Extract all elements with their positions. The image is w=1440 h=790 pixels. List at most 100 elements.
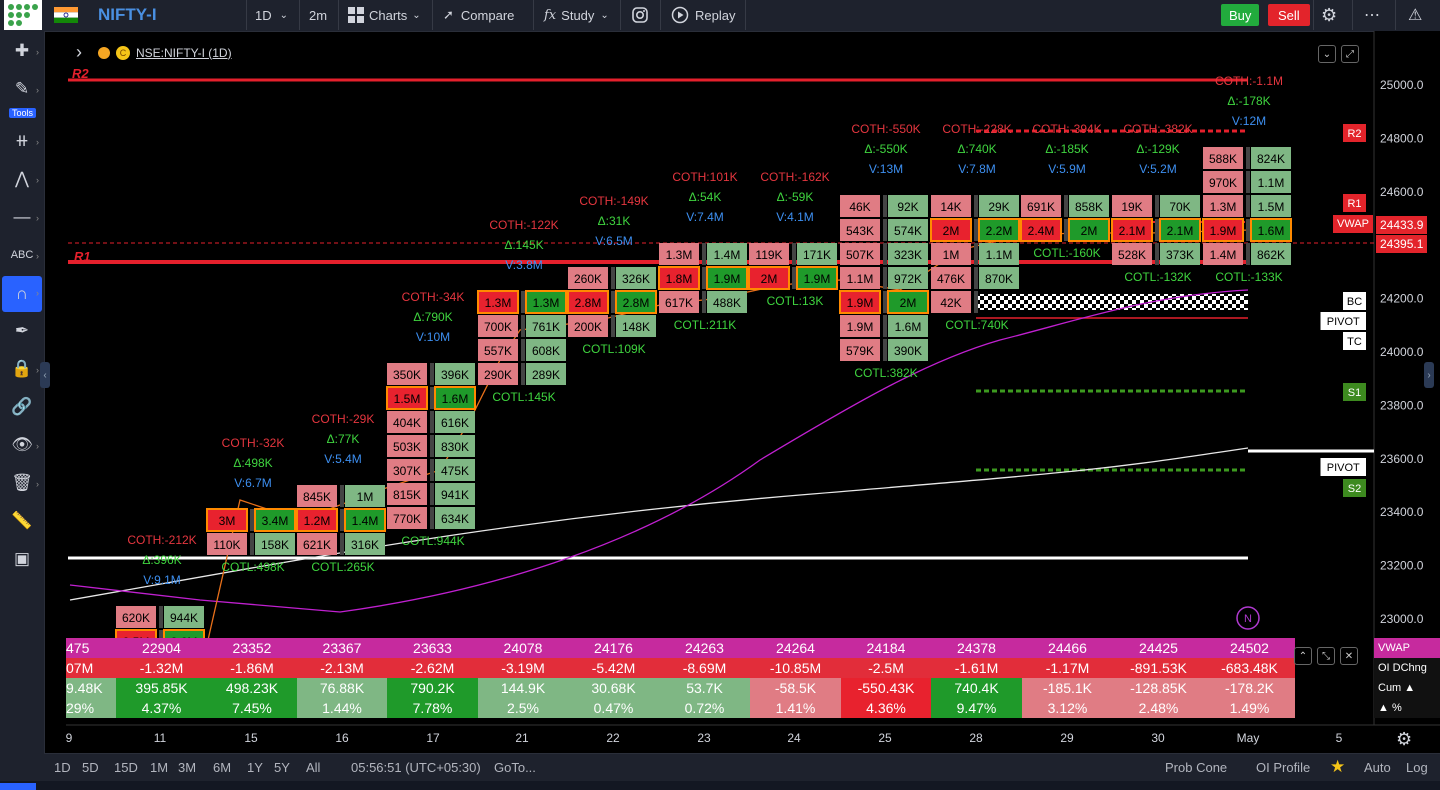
text-abc-icon[interactable]: ABC [10,249,34,261]
horizontal-line-icon[interactable]: — [13,207,31,226]
close-icon[interactable]: ✕ [1340,647,1358,665]
chevron-right-icon[interactable]: › [36,213,39,223]
candle-body [1246,219,1250,241]
chevron-up-icon[interactable]: ⌃ [1294,647,1312,665]
candle-body [611,267,615,289]
chart-settings-icon[interactable]: ⚙ [1396,729,1413,749]
chevron-right-icon[interactable]: › [36,137,39,147]
footprint-value: 770K [393,512,421,526]
charts-button[interactable]: Charts ⌄ [348,0,421,30]
footprint-cell [568,291,608,313]
oi-profile-button[interactable]: OI Profile [1256,760,1311,775]
n-badge[interactable] [1236,606,1260,630]
instagram-icon[interactable] [631,0,649,30]
footprint-cell [1251,219,1291,241]
footprint-highlight [254,508,296,532]
footprint-value: 1M [357,490,374,504]
clock[interactable]: 05:56:51 (UTC+05:30) [351,760,481,775]
expand-icon[interactable]: ⤡ [1317,647,1335,665]
footprint-value: 1.5M [1258,200,1285,214]
lock-icon[interactable]: 🔒 [11,359,33,378]
candle-body [883,291,887,313]
footprint-cell [1203,171,1243,193]
legend-symbol[interactable]: NSE:NIFTY-I (1D) [136,45,232,60]
cpr-band [976,294,1248,310]
chevron-right-icon[interactable]: › [36,288,39,298]
price-chart[interactable]: R2 R1 COTH:-212KΔ:396KV:9.1M620K944K2.5M… [45,31,1440,753]
volume-label: V:10M [416,330,450,344]
gear-icon[interactable]: ⚙ [1321,4,1338,25]
footprint-cell [1112,219,1152,241]
range-button-6m[interactable]: 6M [213,760,232,775]
price-scale[interactable] [1374,31,1440,753]
range-button-3m[interactable]: 3M [178,760,197,775]
footprint-cell [297,509,337,531]
hide-drawings-icon[interactable]: ▣ [13,549,31,568]
replay-button[interactable]: Replay [671,0,735,30]
chevron-right-icon[interactable]: › [36,441,39,451]
compare-button[interactable]: ➚ Compare [443,0,514,30]
eye-icon[interactable]: 👁 [11,435,33,454]
prob-cone-button[interactable]: Prob Cone [1165,760,1228,775]
left-panel-toggle-icon[interactable]: ‹ [40,362,50,388]
pattern-icon[interactable]: ⋀ [15,169,29,188]
footprint-cell [297,485,337,507]
study-button[interactable]: fx Study ⌄ [544,0,609,30]
buy-button[interactable]: Buy [1221,4,1260,26]
more-options-icon[interactable]: ⋯ [1364,7,1381,24]
footprint-value: 148K [622,320,650,334]
crosshair-icon[interactable]: ✚ [14,41,30,60]
app-logo[interactable] [4,0,42,30]
link-icon[interactable]: 🔗 [11,397,33,416]
candle-body [340,509,344,531]
panel-cell: -178.2K [1204,678,1295,698]
trend-line-icon[interactable]: ⧺ [14,131,30,150]
candle-body [1246,195,1250,217]
range-button-15d[interactable]: 15D [114,760,138,775]
footprint-value: 373K [1166,248,1194,262]
panel-row-oi_dchng: 07M -1.32M -1.86M -2.13M -2.62M -3.19M -5.42M -… [0,658,1440,678]
chevron-right-icon[interactable]: › [36,365,39,375]
ruler-icon[interactable]: 📏 [11,511,33,530]
sub-interval-button[interactable]: 2m [309,7,328,23]
magnet-icon[interactable]: ∩ [2,276,42,312]
footprint-value: 1.6M [442,392,469,406]
footprint-value: 476K [937,272,965,286]
range-button-1d[interactable]: 1D [54,760,71,775]
price-axis-label: 25000.0 [1380,78,1424,92]
footprint-value: 972K [894,272,922,286]
sell-button[interactable]: Sell [1268,4,1310,26]
footprint-cell [840,339,880,361]
panel-cell: 24263 [659,638,750,658]
range-button-1m[interactable]: 1M [150,760,169,775]
collapse-icon[interactable]: ⤢ [1341,45,1359,63]
star-icon[interactable]: ★ [1330,757,1346,776]
right-panel-toggle-icon[interactable]: › [1424,362,1434,388]
interval-select[interactable]: 1D ⌄ [255,0,288,30]
range-button-5d[interactable]: 5D [82,760,99,775]
range-button-1y[interactable]: 1Y [247,760,263,775]
chevron-right-icon[interactable]: › [36,47,39,57]
chevron-right-icon[interactable]: › [36,251,39,261]
footprint-cell [207,533,247,555]
brush-icon[interactable]: ✒ [14,321,30,340]
goto-button[interactable]: GoTo... [494,760,536,775]
log-scale-button[interactable]: Log [1406,760,1428,775]
range-button-all[interactable]: All [306,760,321,775]
auto-scale-button[interactable]: Auto [1364,760,1391,775]
footprint-value: 1.4M [352,514,379,528]
chevron-down-icon[interactable]: ⌄ [1318,45,1336,63]
chevron-right-icon[interactable]: › [36,479,39,489]
date-axis-label: May [1237,731,1260,745]
range-button-5y[interactable]: 5Y [274,760,290,775]
symbol-name[interactable]: NIFTY-I [98,5,157,24]
pencil-icon[interactable]: ✎ [14,79,30,98]
warning-icon[interactable]: ⚠ [1408,7,1423,24]
trash-icon[interactable]: 🗑 [11,473,33,492]
chevron-right-icon[interactable]: › [36,85,39,95]
collapse-arrow-icon[interactable]: › [76,42,82,62]
level-badge-label: PIVOT [1327,316,1360,328]
chevron-right-icon[interactable]: › [36,175,39,185]
footprint-highlight [296,508,338,532]
panel-cell: 22904 [116,638,207,658]
